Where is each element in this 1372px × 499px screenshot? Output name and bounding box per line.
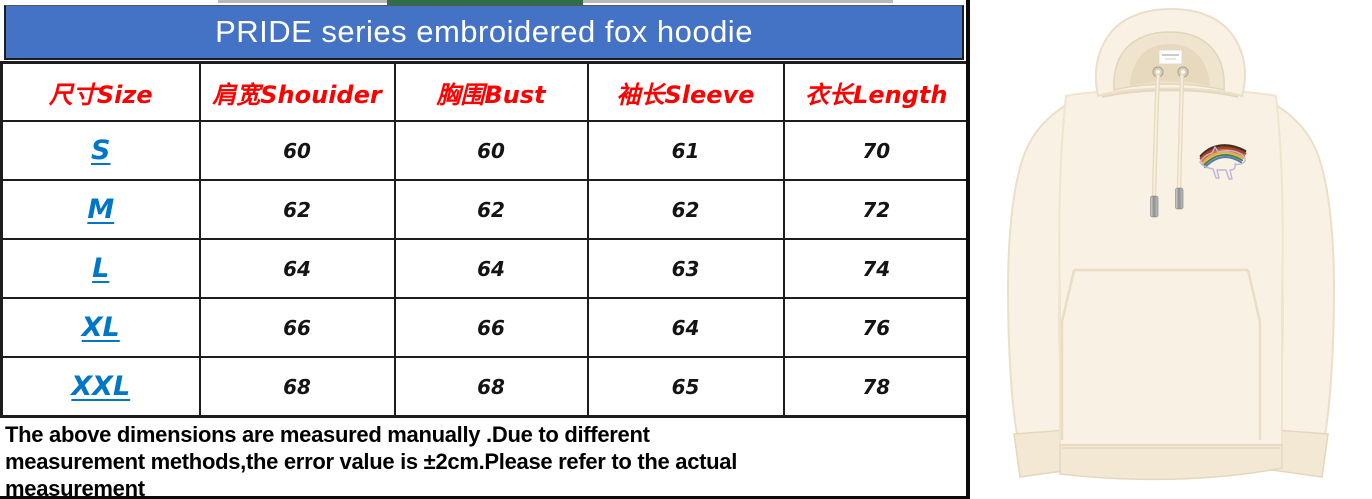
cell-l-shoulder: 64 <box>198 238 396 299</box>
cell-xxl-length: 78 <box>782 356 971 418</box>
brand-label-tag <box>1158 49 1183 65</box>
hoodie-photo <box>970 0 1372 499</box>
cell-xl-sleeve: 64 <box>586 297 785 358</box>
cell-s-sleeve: 61 <box>586 120 785 181</box>
cell-s-length: 70 <box>782 120 971 181</box>
collar-seam <box>1101 89 1239 98</box>
size-link-xxl[interactable]: XXL <box>0 356 201 418</box>
cell-l-sleeve: 63 <box>586 238 785 299</box>
product-title-banner: PRIDE series embroidered fox hoodie <box>4 5 964 60</box>
column-header-size: 尺寸Size <box>0 61 201 122</box>
kangaroo-pocket <box>1060 268 1262 440</box>
size-label[interactable]: XXL <box>71 371 131 402</box>
cell-xl-length: 76 <box>782 297 971 358</box>
cell-m-length: 72 <box>782 179 971 240</box>
size-link-xl[interactable]: XL <box>0 297 201 358</box>
table-bottom-border <box>0 496 966 499</box>
column-header-shoulder: 肩宽Shouider <box>198 61 396 122</box>
sheet-tab-artifact <box>387 0 583 5</box>
cell-m-sleeve: 62 <box>586 179 785 240</box>
cell-xxl-bust: 68 <box>393 356 589 418</box>
header-row: 尺寸Size 肩宽Shouider 胸围Bust 袖长Sleeve 衣长Leng… <box>0 61 971 122</box>
drawstring <box>1150 73 1161 218</box>
cell-xl-shoulder: 66 <box>198 297 396 358</box>
table-row: M 62 62 62 72 <box>0 179 971 240</box>
size-link-l[interactable]: L <box>0 238 201 299</box>
size-label[interactable]: L <box>92 253 110 284</box>
cell-l-length: 74 <box>782 238 971 299</box>
note-line: measurement methods,the error value is ±… <box>5 449 738 474</box>
hem-rib <box>1059 444 1283 481</box>
column-header-length: 衣长Length <box>782 61 971 122</box>
torso <box>1058 88 1284 446</box>
size-label[interactable]: M <box>87 194 115 225</box>
size-label[interactable]: S <box>91 135 111 166</box>
table-row: XXL 68 68 65 78 <box>0 356 971 418</box>
column-header-sleeve: 袖长Sleeve <box>586 61 785 122</box>
gridline-artifact <box>218 0 387 3</box>
hood-inner <box>1130 44 1210 86</box>
note-line: The above dimensions are measured manual… <box>5 422 650 447</box>
cell-m-bust: 62 <box>393 179 589 240</box>
fox-embroidery-icon <box>1199 144 1247 180</box>
cell-s-bust: 60 <box>393 120 589 181</box>
cell-l-bust: 64 <box>393 238 589 299</box>
cell-xxl-sleeve: 65 <box>586 356 785 418</box>
hoodie-illustration <box>1006 8 1336 481</box>
table-row: XL 66 66 64 76 <box>0 297 971 358</box>
cell-s-shoulder: 60 <box>198 120 396 181</box>
product-title: PRIDE series embroidered fox hoodie <box>215 14 753 49</box>
cell-xl-bust: 66 <box>393 297 589 358</box>
column-header-bust: 胸围Bust <box>393 61 589 122</box>
photo-divider-line <box>966 0 970 499</box>
table-row: L 64 64 63 74 <box>0 238 971 299</box>
note-line: measurement <box>5 476 145 499</box>
size-label[interactable]: XL <box>81 312 120 343</box>
table-row: S 60 60 61 70 <box>0 120 971 181</box>
cell-m-shoulder: 62 <box>198 179 396 240</box>
size-link-s[interactable]: S <box>0 120 201 181</box>
measurement-note: The above dimensions are measured manual… <box>5 421 963 499</box>
aglet <box>1150 195 1159 218</box>
aglet <box>1175 187 1184 210</box>
cell-xxl-shoulder: 68 <box>198 356 396 418</box>
gridline-artifact <box>583 0 893 3</box>
size-chart-table: 尺寸Size 肩宽Shouider 胸围Bust 袖长Sleeve 衣长Leng… <box>0 61 971 418</box>
drawstring <box>1175 73 1185 210</box>
size-link-m[interactable]: M <box>0 179 201 240</box>
